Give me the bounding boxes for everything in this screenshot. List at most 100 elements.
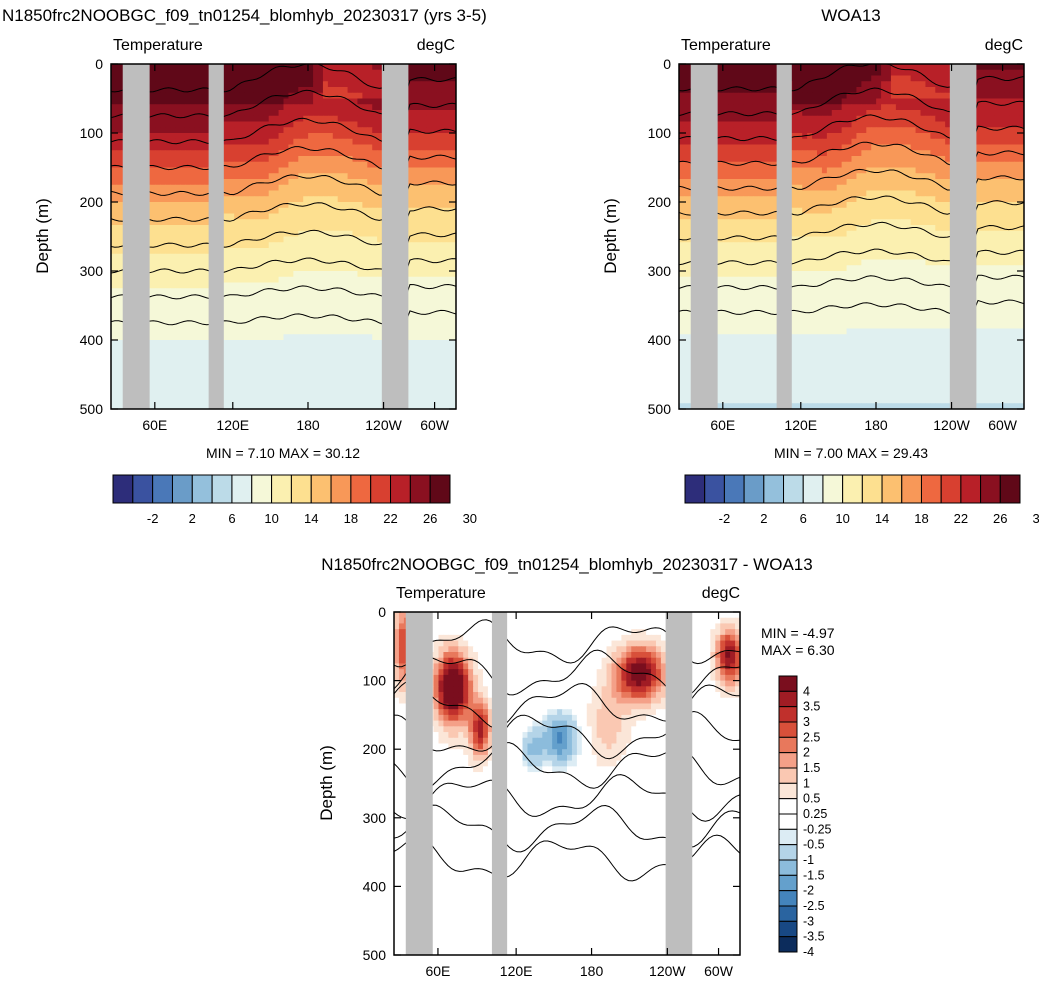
field-cell [318,139,324,145]
field-cell [357,64,363,70]
field-cell [190,254,196,260]
field-cell [249,93,255,99]
field-cell [328,300,334,306]
field-cell [343,329,349,335]
field-cell [367,225,373,231]
field-cell [244,93,250,99]
field-cell [832,64,838,70]
field-cell [229,283,235,289]
field-cell [367,64,373,70]
field-cell [911,104,917,110]
field-cell [111,380,117,386]
field-cell [155,150,161,156]
field-cell [313,340,319,346]
field-cell [901,70,907,76]
field-cell [279,248,285,254]
field-cell [313,283,319,289]
field-cell [417,306,423,312]
field-cell [239,173,245,179]
field-cell [190,288,196,294]
field-cell [743,104,749,110]
field-cell [165,265,171,271]
temperature-field-obs [679,64,1025,410]
field-cell [832,99,838,105]
field-cell [160,231,166,237]
field-cell [249,110,255,116]
field-cell [195,392,201,398]
field-cell [234,76,240,82]
field-cell [422,208,428,214]
field-cell [323,317,329,323]
colorbar-swatch [232,475,252,503]
field-cell [264,369,270,375]
field-cell [165,122,171,128]
field-cell [852,76,858,82]
field-cell [343,363,349,369]
field-cell [160,375,166,381]
field-cell [264,386,270,392]
field-cell [343,116,349,122]
field-cell [367,87,373,93]
field-cell [333,127,339,133]
field-cell [323,214,329,220]
field-cell [170,93,176,99]
field-cell [150,81,156,87]
field-cell [165,283,171,289]
field-cell [234,329,240,335]
field-cell [293,110,299,116]
field-cell [436,375,442,381]
field-cell [323,208,329,214]
field-cell [155,237,161,243]
field-cell [170,219,176,225]
field-cell [249,81,255,87]
field-cell [274,380,280,386]
field-cell [224,248,230,254]
field-cell [313,185,319,191]
field-cell [224,392,230,398]
field-cell [150,173,156,179]
field-cell [1014,64,1020,70]
field-cell [111,277,117,283]
field-cell [822,116,828,122]
field-cell [758,70,764,76]
field-cell [886,116,892,122]
field-cell [323,168,329,174]
field-cell [985,81,991,87]
field-cell [743,76,749,82]
field-cell [338,398,344,404]
field-cell [362,392,368,398]
field-cell [264,329,270,335]
field-cell [200,248,206,254]
field-cell [298,110,304,116]
field-cell [362,173,368,179]
field-cell [180,369,186,375]
field-cell [259,231,265,237]
field-cell [861,76,867,82]
field-cell [259,64,265,70]
field-cell [436,122,442,128]
field-cell [367,173,373,179]
field-cell [353,191,359,197]
field-cell [185,288,191,294]
field-cell [436,237,442,243]
field-cell [224,99,230,105]
field-cell [195,283,201,289]
field-cell [842,110,848,116]
field-cell [333,398,339,404]
field-cell [234,70,240,76]
field-cell [1014,93,1020,99]
field-cell [431,179,437,185]
field-cell [313,162,319,168]
field-cell [170,346,176,352]
field-cell [170,398,176,404]
field-cell [259,185,265,191]
field-cell [111,398,117,404]
field-cell [412,64,418,70]
field-cell [234,363,240,369]
field-cell [426,277,432,283]
field-cell [367,127,373,133]
field-cell [229,260,235,266]
field-cell [239,265,245,271]
field-cell [861,93,867,99]
field-cell [298,271,304,277]
